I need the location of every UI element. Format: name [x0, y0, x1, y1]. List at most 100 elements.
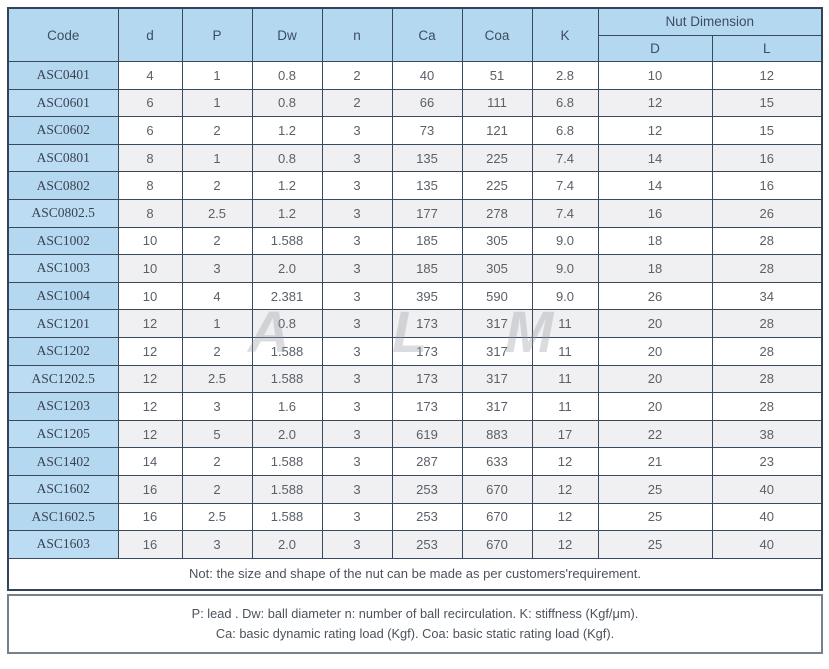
- code-cell: ASC1002: [7, 226, 119, 256]
- value-cell: 1.588: [251, 364, 323, 394]
- column-header-nut-dimension: Nut Dimension: [597, 7, 823, 36]
- value-cell: 4: [181, 281, 253, 311]
- value-cell: 21: [597, 447, 713, 476]
- value-cell: 7.4: [531, 198, 599, 228]
- value-cell: 2.5: [181, 364, 253, 394]
- code-cell: ASC0401: [7, 61, 119, 90]
- table-row: ASC0802 8 2 1.2 3 135 225 7.4 14 16: [7, 171, 823, 200]
- value-cell: 12: [117, 336, 183, 366]
- value-cell: 10: [117, 226, 183, 256]
- value-cell: 2: [321, 88, 393, 118]
- value-cell: 3: [321, 143, 393, 173]
- value-cell: 2: [321, 61, 393, 90]
- value-cell: 173: [391, 364, 463, 394]
- value-cell: 253: [391, 530, 463, 559]
- value-cell: 670: [461, 502, 533, 532]
- table-row: ASC1201 12 1 0.8 3 173 317 11 20 28: [7, 309, 823, 338]
- value-cell: 3: [321, 281, 393, 311]
- value-cell: 10: [117, 254, 183, 283]
- value-cell: 2.381: [251, 281, 323, 311]
- code-cell: ASC1202.5: [7, 364, 119, 394]
- value-cell: 23: [711, 447, 823, 476]
- table-row: ASC1402 14 2 1.588 3 287 633 12 21 23: [7, 447, 823, 476]
- value-cell: 3: [321, 447, 393, 476]
- code-cell: ASC0802.5: [7, 198, 119, 228]
- code-cell: ASC0802: [7, 171, 119, 200]
- value-cell: 3: [181, 530, 253, 559]
- value-cell: 12: [117, 419, 183, 449]
- value-cell: 25: [597, 530, 713, 559]
- value-cell: 173: [391, 309, 463, 338]
- value-cell: 28: [711, 336, 823, 366]
- code-cell: ASC1201: [7, 309, 119, 338]
- value-cell: 3: [321, 171, 393, 200]
- value-cell: 2.5: [181, 198, 253, 228]
- value-cell: 40: [711, 502, 823, 532]
- value-cell: 0.8: [251, 143, 323, 173]
- value-cell: 26: [711, 198, 823, 228]
- column-header-nut-l: L: [711, 34, 823, 62]
- value-cell: 4: [117, 61, 183, 90]
- value-cell: 225: [461, 171, 533, 200]
- code-cell: ASC1602.5: [7, 502, 119, 532]
- value-cell: 12: [117, 309, 183, 338]
- value-cell: 2.5: [181, 502, 253, 532]
- value-cell: 20: [597, 392, 713, 421]
- note-row: Not: the size and shape of the nut can b…: [7, 557, 823, 591]
- value-cell: 633: [461, 447, 533, 476]
- code-cell: ASC1003: [7, 254, 119, 283]
- value-cell: 619: [391, 419, 463, 449]
- value-cell: 14: [597, 171, 713, 200]
- value-cell: 17: [531, 419, 599, 449]
- value-cell: 185: [391, 254, 463, 283]
- value-cell: 18: [597, 226, 713, 256]
- value-cell: 1.588: [251, 447, 323, 476]
- value-cell: 135: [391, 171, 463, 200]
- value-cell: 2: [181, 336, 253, 366]
- value-cell: 1.2: [251, 116, 323, 145]
- value-cell: 66: [391, 88, 463, 118]
- value-cell: 8: [117, 143, 183, 173]
- legend-line-1: P: lead . Dw: ball diameter n: number of…: [191, 606, 639, 622]
- value-cell: 12: [597, 116, 713, 145]
- value-cell: 1: [181, 309, 253, 338]
- code-cell: ASC1205: [7, 419, 119, 449]
- value-cell: 12: [531, 502, 599, 532]
- code-cell: ASC1603: [7, 530, 119, 559]
- value-cell: 590: [461, 281, 533, 311]
- value-cell: 3: [321, 419, 393, 449]
- column-header-k: K: [531, 7, 599, 62]
- value-cell: 10: [117, 281, 183, 311]
- nut-customization-note: Not: the size and shape of the nut can b…: [7, 557, 823, 591]
- value-cell: 8: [117, 171, 183, 200]
- value-cell: 135: [391, 143, 463, 173]
- table-row: ASC0802.5 8 2.5 1.2 3 177 278 7.4 16 26: [7, 198, 823, 228]
- value-cell: 40: [391, 61, 463, 90]
- table-header: Code d P Dw n Ca Coa K Nut Dimension D L: [7, 7, 823, 62]
- value-cell: 5: [181, 419, 253, 449]
- value-cell: 317: [461, 336, 533, 366]
- value-cell: 1.588: [251, 226, 323, 256]
- value-cell: 3: [321, 309, 393, 338]
- legend-footnote-box: P: lead . Dw: ball diameter n: number of…: [7, 593, 823, 654]
- value-cell: 278: [461, 198, 533, 228]
- value-cell: 3: [321, 530, 393, 559]
- table-note-section: Not: the size and shape of the nut can b…: [7, 557, 823, 591]
- value-cell: 3: [181, 392, 253, 421]
- value-cell: 2.0: [251, 419, 323, 449]
- value-cell: 111: [461, 88, 533, 118]
- code-cell: ASC0801: [7, 143, 119, 173]
- column-header-p: P: [181, 7, 253, 62]
- value-cell: 12: [597, 88, 713, 118]
- value-cell: 7.4: [531, 171, 599, 200]
- value-cell: 9.0: [531, 281, 599, 311]
- value-cell: 28: [711, 392, 823, 421]
- table-row: ASC1002 10 2 1.588 3 185 305 9.0 18 28: [7, 226, 823, 256]
- value-cell: 0.8: [251, 88, 323, 118]
- value-cell: 317: [461, 364, 533, 394]
- value-cell: 6: [117, 116, 183, 145]
- value-cell: 22: [597, 419, 713, 449]
- value-cell: 25: [597, 502, 713, 532]
- value-cell: 670: [461, 474, 533, 504]
- spec-sheet: Code d P Dw n Ca Coa K Nut Dimension D L…: [7, 7, 824, 654]
